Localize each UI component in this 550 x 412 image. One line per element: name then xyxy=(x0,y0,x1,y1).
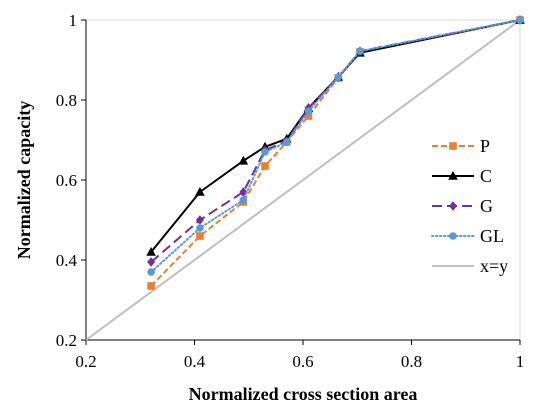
legend-label: x=y xyxy=(480,256,508,276)
data-point xyxy=(261,148,269,156)
x-tick-label: 0.2 xyxy=(75,352,96,371)
data-point xyxy=(196,224,204,232)
legend-label: P xyxy=(480,136,490,156)
data-point xyxy=(147,257,156,267)
y-tick-label: 0.6 xyxy=(56,171,77,190)
legend-item-p: P xyxy=(432,136,490,156)
series-layer xyxy=(85,15,525,341)
x-tick-label: 0.6 xyxy=(292,352,313,371)
x-tick-label: 1 xyxy=(516,352,525,371)
data-point xyxy=(282,138,291,146)
legend-label: C xyxy=(480,166,492,186)
legend-marker xyxy=(448,171,458,180)
data-point xyxy=(195,215,204,225)
series-p xyxy=(147,16,524,290)
series-line xyxy=(150,19,521,263)
data-point xyxy=(238,155,249,165)
series-g xyxy=(147,15,524,267)
y-tick-label: 0.2 xyxy=(56,331,77,350)
data-point xyxy=(334,73,343,81)
legend-item-c: C xyxy=(432,166,492,186)
axes: 0.2 0.4 0.6 0.8 1 0.2 0.4 0.6 0.8 1 xyxy=(56,11,525,371)
x-tick-label: 0.8 xyxy=(401,352,422,371)
legend-marker xyxy=(449,142,457,150)
data-point xyxy=(146,247,156,256)
series-line xyxy=(85,19,521,341)
data-point xyxy=(239,196,248,204)
legend-item-g: G xyxy=(432,196,493,216)
data-point xyxy=(516,16,524,24)
y-tick-label: 1 xyxy=(69,11,78,30)
data-point xyxy=(195,187,205,196)
data-point xyxy=(304,107,313,115)
y-tick-label: 0.8 xyxy=(56,91,77,110)
legend-item-gl: GL xyxy=(431,226,504,246)
legend: PCG GL x=y xyxy=(431,136,508,276)
y-axis-title: Normalized capacity xyxy=(14,101,34,259)
legend-item-x-y: x=y xyxy=(432,256,508,276)
legend-label: G xyxy=(480,196,493,216)
x-tick-label: 0.4 xyxy=(184,352,206,371)
data-point xyxy=(196,232,204,240)
series-x-y xyxy=(85,19,521,341)
x-axis-title: Normalized cross section area xyxy=(189,384,418,404)
legend-marker xyxy=(449,232,457,240)
data-point xyxy=(304,112,313,120)
legend-marker xyxy=(449,201,457,211)
series-gl xyxy=(147,16,524,276)
data-point xyxy=(147,268,155,276)
y-tick-label: 0.4 xyxy=(56,251,78,270)
series-line xyxy=(150,19,521,253)
legend-label: GL xyxy=(480,226,504,246)
data-point xyxy=(147,282,155,290)
data-point xyxy=(356,47,364,55)
data-point xyxy=(261,162,269,170)
